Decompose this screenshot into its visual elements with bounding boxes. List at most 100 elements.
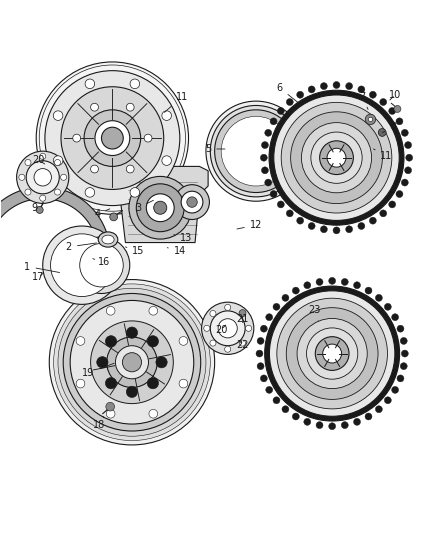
Circle shape [210,106,302,197]
Circle shape [19,174,25,180]
Text: 20: 20 [215,325,227,335]
Circle shape [63,294,201,431]
Circle shape [130,79,140,88]
Circle shape [389,108,396,115]
Circle shape [273,303,280,310]
Circle shape [210,340,216,346]
Circle shape [106,336,117,347]
Circle shape [218,319,237,338]
Text: 6: 6 [277,83,300,104]
Circle shape [17,151,69,204]
Circle shape [146,194,174,222]
Circle shape [84,110,141,166]
Circle shape [365,114,376,125]
Circle shape [179,379,188,388]
Circle shape [156,357,167,368]
Circle shape [333,227,340,234]
Circle shape [405,167,412,174]
Circle shape [282,294,289,301]
Text: 13: 13 [174,233,192,243]
Circle shape [260,375,267,382]
Circle shape [400,362,407,370]
Circle shape [110,213,117,221]
Circle shape [49,279,215,445]
Circle shape [396,191,403,198]
Circle shape [149,409,158,418]
Circle shape [257,362,264,370]
Circle shape [107,337,157,387]
Circle shape [353,418,360,425]
Circle shape [316,278,323,286]
Circle shape [385,303,391,310]
Circle shape [239,310,246,317]
Circle shape [346,226,353,233]
Circle shape [292,413,299,420]
Circle shape [116,346,148,379]
Circle shape [365,287,372,294]
Circle shape [201,302,254,354]
Circle shape [270,118,277,125]
Circle shape [378,128,386,136]
Text: 14: 14 [167,246,186,256]
Circle shape [50,234,113,296]
Circle shape [358,86,365,93]
Circle shape [91,165,99,173]
Circle shape [126,103,134,111]
Circle shape [365,413,372,420]
Circle shape [308,222,315,230]
Circle shape [269,291,395,416]
Circle shape [277,298,388,409]
Circle shape [85,188,95,197]
Circle shape [321,226,327,233]
Polygon shape [0,187,110,265]
Circle shape [261,167,268,174]
Circle shape [311,132,362,183]
Circle shape [225,304,231,310]
Text: 11: 11 [374,149,393,160]
Circle shape [85,79,95,88]
Circle shape [126,386,138,398]
Circle shape [265,286,399,421]
Circle shape [273,397,280,403]
Circle shape [175,184,209,220]
Circle shape [304,418,311,425]
Text: 8: 8 [382,122,396,133]
Circle shape [328,277,336,284]
Circle shape [266,314,273,321]
Circle shape [54,159,60,166]
Circle shape [380,210,387,217]
Circle shape [204,325,210,332]
Circle shape [43,226,121,304]
Circle shape [97,357,108,368]
Circle shape [246,325,252,332]
Circle shape [353,282,360,289]
Circle shape [286,308,378,399]
Circle shape [91,103,99,111]
Circle shape [240,340,246,346]
Circle shape [39,65,185,211]
Text: 9: 9 [32,202,44,213]
Circle shape [320,141,353,175]
Circle shape [179,336,188,345]
Text: 3: 3 [135,200,153,213]
Ellipse shape [98,232,118,247]
Circle shape [304,282,311,289]
Circle shape [36,206,43,213]
Circle shape [73,134,81,142]
Circle shape [301,123,371,193]
Circle shape [54,189,60,195]
Circle shape [368,117,373,122]
Circle shape [60,174,67,180]
Circle shape [315,337,349,370]
Circle shape [106,377,117,389]
Circle shape [91,321,173,403]
Text: 21: 21 [237,314,249,324]
Circle shape [406,154,413,161]
Circle shape [291,112,382,204]
Circle shape [147,336,159,347]
Text: 10: 10 [389,90,401,100]
Circle shape [40,154,46,159]
Circle shape [260,154,267,161]
Circle shape [394,106,401,112]
Circle shape [122,353,141,372]
